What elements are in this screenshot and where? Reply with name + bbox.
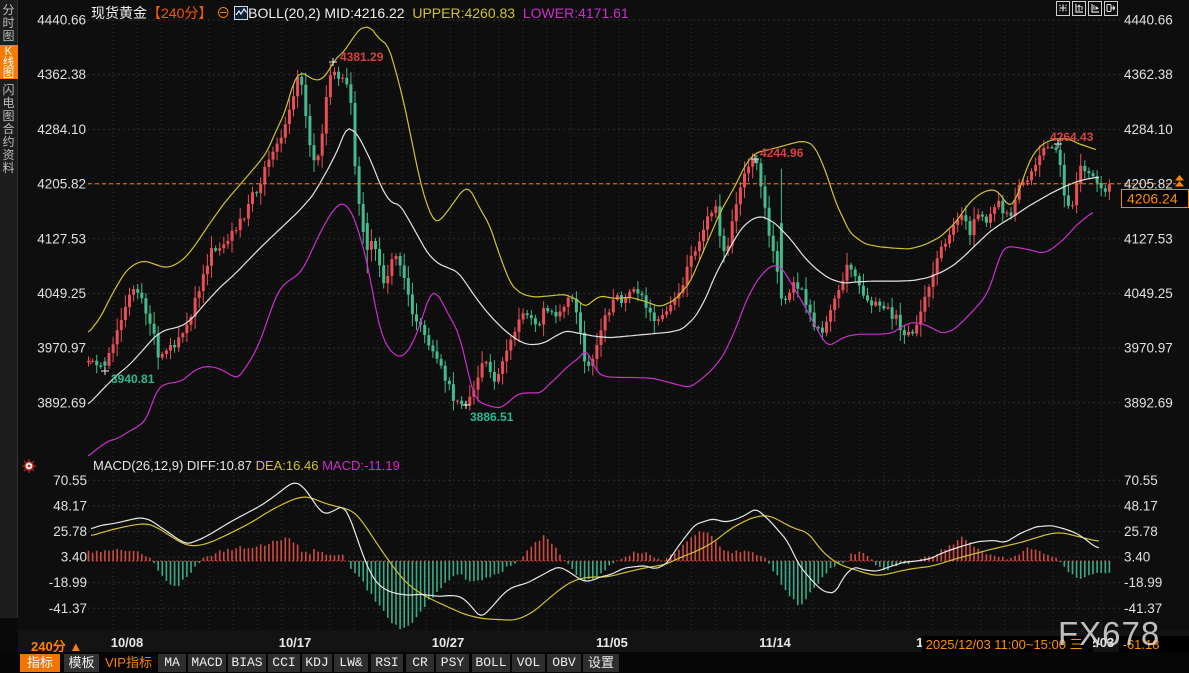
svg-text:3940.81: 3940.81 <box>111 372 155 386</box>
svg-text:4362.38: 4362.38 <box>37 67 86 82</box>
svg-text:4284.10: 4284.10 <box>1124 122 1173 137</box>
svg-text:25.78: 25.78 <box>1124 524 1158 539</box>
svg-text:4049.25: 4049.25 <box>1124 286 1173 301</box>
svg-text:4381.29: 4381.29 <box>340 50 384 64</box>
svg-text:4362.38: 4362.38 <box>1124 67 1173 82</box>
svg-text:-18.99: -18.99 <box>49 575 87 590</box>
svg-text:70.55: 70.55 <box>1124 473 1158 488</box>
svg-text:3.40: 3.40 <box>1124 550 1150 565</box>
svg-text:3892.69: 3892.69 <box>1124 395 1173 410</box>
svg-text:4206.24: 4206.24 <box>1127 191 1178 207</box>
svg-text:4127.53: 4127.53 <box>37 231 86 246</box>
svg-text:48.17: 48.17 <box>53 498 87 513</box>
svg-text:-41.37: -41.37 <box>49 601 87 616</box>
svg-text:3970.97: 3970.97 <box>37 341 86 356</box>
svg-text:4049.25: 4049.25 <box>37 286 86 301</box>
svg-text:4205.82: 4205.82 <box>1124 177 1173 192</box>
svg-text:3.40: 3.40 <box>61 550 87 565</box>
svg-text:4264.43: 4264.43 <box>1050 130 1094 144</box>
svg-text:4244.96: 4244.96 <box>760 146 804 160</box>
svg-text:-18.99: -18.99 <box>1124 575 1162 590</box>
svg-text:4440.66: 4440.66 <box>1124 13 1173 28</box>
svg-text:48.17: 48.17 <box>1124 498 1158 513</box>
svg-text:25.78: 25.78 <box>53 524 87 539</box>
svg-text:4284.10: 4284.10 <box>37 122 86 137</box>
svg-text:4440.66: 4440.66 <box>37 13 86 28</box>
svg-text:-41.37: -41.37 <box>1124 601 1162 616</box>
svg-text:↓: ↓ <box>88 355 94 367</box>
svg-text:4127.53: 4127.53 <box>1124 231 1173 246</box>
svg-text:70.55: 70.55 <box>53 473 87 488</box>
svg-text:3886.51: 3886.51 <box>470 410 514 424</box>
svg-text:4205.82: 4205.82 <box>37 177 86 192</box>
svg-text:3892.69: 3892.69 <box>37 395 86 410</box>
svg-text:3970.97: 3970.97 <box>1124 341 1173 356</box>
